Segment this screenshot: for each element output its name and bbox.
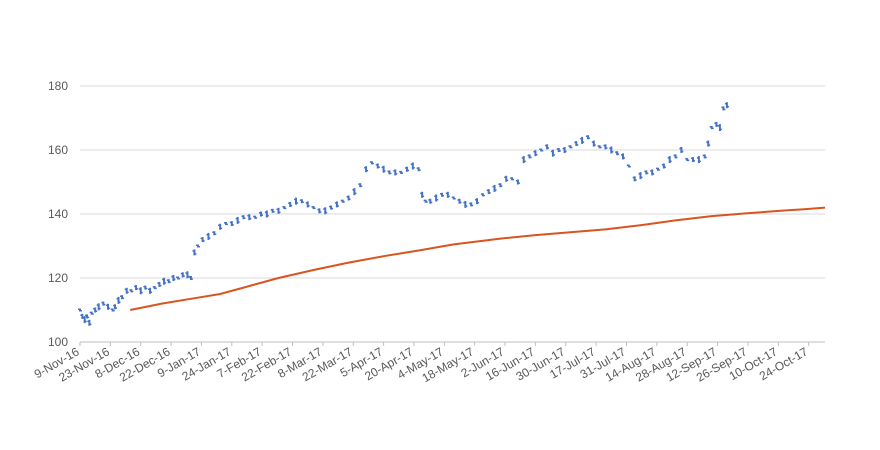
gridlines (80, 85, 825, 343)
y-tick-label: 100 (48, 335, 68, 349)
y-tick-label: 180 (48, 79, 68, 93)
series (78, 102, 826, 326)
y-tick-label: 120 (48, 271, 68, 285)
y-tick-label: 160 (48, 143, 68, 157)
moving-average-line (130, 206, 826, 311)
y-tick-label: 140 (48, 207, 68, 221)
axes: 1001201401601809-Nov-1623-Nov-168-Dec-16… (32, 79, 811, 385)
